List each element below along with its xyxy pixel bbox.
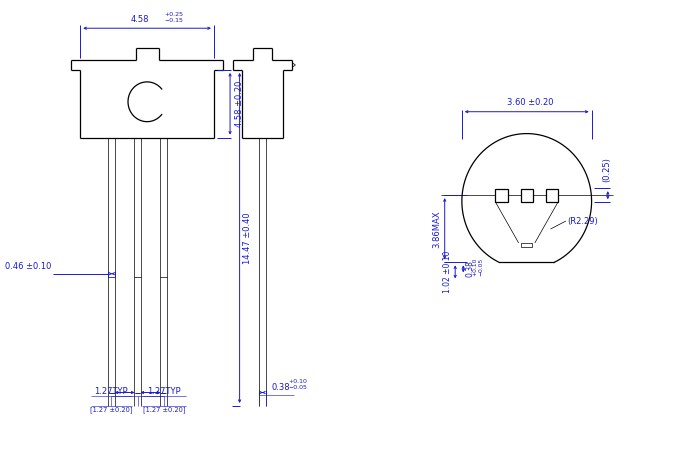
Text: 14.47 ±0.40: 14.47 ±0.40 [244,212,253,264]
Text: [1.27 ±0.20]: [1.27 ±0.20] [143,406,186,413]
Text: 0.38: 0.38 [465,260,474,277]
Text: 4.58: 4.58 [130,15,149,24]
Bar [496,189,507,202]
Text: 4.58 ±0.20: 4.58 ±0.20 [235,81,244,127]
Bar [546,189,558,202]
Text: 3.86MAX: 3.86MAX [432,210,441,247]
Bar [521,189,533,202]
Text: 1.27TYP: 1.27TYP [148,387,181,397]
Bar [521,243,532,247]
Text: [1.27 ±0.20]: [1.27 ±0.20] [90,406,132,413]
Text: 1.27TYP: 1.27TYP [95,387,128,397]
Text: +0.10
−0.05: +0.10 −0.05 [473,257,483,276]
Text: (0.25): (0.25) [602,157,611,182]
Text: (R2.29): (R2.29) [567,217,598,225]
Text: 0.46 ±0.10: 0.46 ±0.10 [6,262,52,271]
Text: 1.02 ±0.10: 1.02 ±0.10 [443,251,452,293]
Text: +0.25
−0.15: +0.25 −0.15 [164,12,183,23]
Text: +0.10
−0.05: +0.10 −0.05 [289,379,308,390]
Text: 3.60 ±0.20: 3.60 ±0.20 [507,98,554,107]
Text: 0.38: 0.38 [271,382,290,392]
